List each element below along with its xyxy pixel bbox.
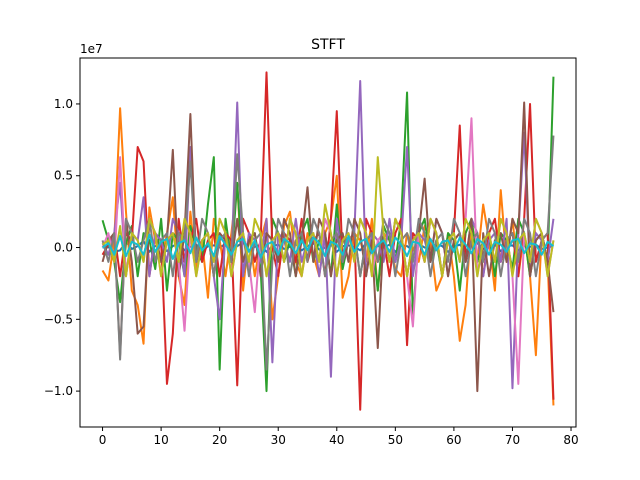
x-tick-label: 0 [99,433,107,447]
y-tick-label: 0.5 [54,169,73,183]
y-tick-label: 1.0 [54,97,73,111]
y-tick-label: −0.5 [44,312,73,326]
x-tick-label: 80 [563,433,578,447]
x-tick-label: 70 [505,433,520,447]
x-tick-label: 40 [329,433,344,447]
x-tick-label: 50 [388,433,403,447]
y-tick-label: −1.0 [44,384,73,398]
x-tick-label: 10 [153,433,168,447]
series-line-4 [103,81,554,388]
x-tick-label: 60 [446,433,461,447]
chart-title: STFT [311,37,345,53]
y-tick-label: 0.0 [54,241,73,255]
y-axis-multiplier: 1e7 [80,42,103,56]
x-tick-label: 20 [212,433,227,447]
x-tick-label: 30 [271,433,286,447]
